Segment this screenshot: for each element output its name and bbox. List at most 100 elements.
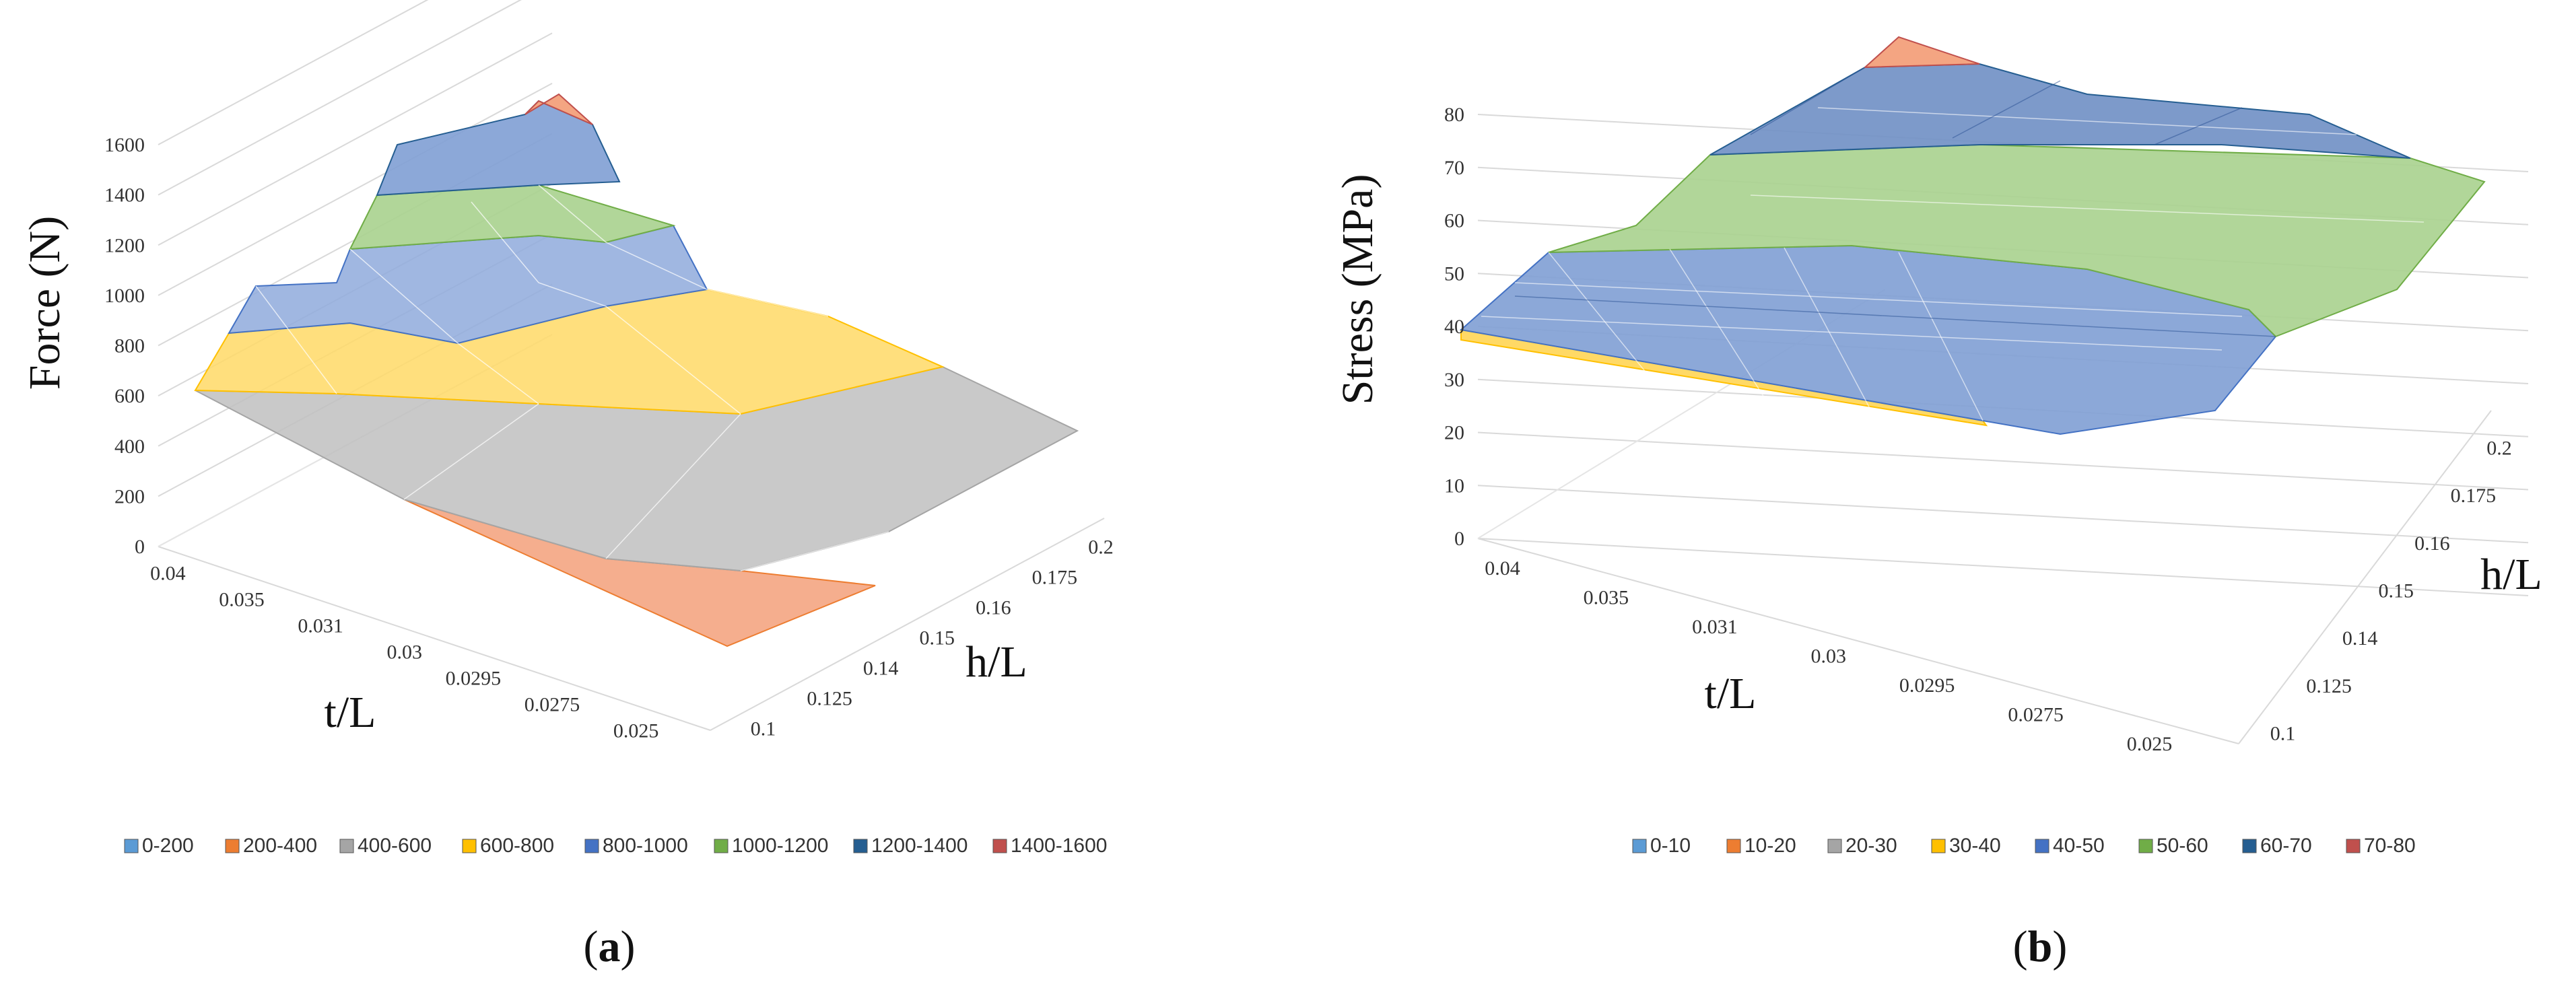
- a-legend-label: 1200-1400: [871, 835, 968, 857]
- a-z-tick-label: 400: [114, 435, 145, 458]
- b-surface-mesh: [1459, 36, 2486, 435]
- a-legend-label: 800-1000: [603, 835, 688, 857]
- b-gridline: [1477, 538, 2529, 596]
- a-legend-swatch: [714, 839, 728, 853]
- a-legend-label: 1000-1200: [732, 835, 828, 857]
- b-y-tick-label: 0.175: [2451, 485, 2497, 507]
- a-y-tick-label: 0.14: [863, 658, 899, 680]
- a-legend-label: 400-600: [358, 835, 432, 857]
- b-x-axis-ticks: 0.04 0.035 0.031 0.03 0.0295 0.0275 0.025: [1485, 557, 2172, 755]
- b-x-tick-label: 0.04: [1485, 557, 1520, 579]
- b-legend-label: 20-30: [1845, 835, 1897, 857]
- b-z-axis-title: Stress (MPa): [1333, 174, 1382, 405]
- a-gridline: [158, 82, 553, 296]
- a-x-tick-label: 0.0275: [524, 694, 580, 716]
- b-y-tick-label: 0.16: [2414, 532, 2450, 555]
- a-z-tick-label: 1200: [104, 234, 145, 256]
- b-x-tick-label: 0.03: [1811, 645, 1847, 668]
- b-panel-caption: (b): [2013, 922, 2068, 971]
- b-z-tick-label: 30: [1444, 369, 1464, 391]
- b-x-axis-title: t/L: [1705, 669, 1757, 718]
- a-gridline: [158, 0, 522, 196]
- b-surface-band-70-80: [1863, 36, 1980, 69]
- b-legend-swatch: [1632, 839, 1647, 853]
- a-legend: 0-200 200-400 400-600 600-800 800-1000 1000-1…: [124, 835, 1107, 857]
- a-surface-band-1200-1400: [376, 100, 621, 197]
- b-legend-label: 30-40: [1949, 835, 2001, 857]
- a-x-tick-label: 0.0295: [446, 668, 502, 690]
- b-z-tick-label: 10: [1444, 475, 1464, 497]
- a-z-tick-label: 800: [114, 335, 145, 357]
- a-legend-swatch: [992, 839, 1007, 853]
- a-legend-swatch: [853, 839, 868, 853]
- a-surface-mesh: [194, 93, 1079, 647]
- b-legend-label: 50-60: [2157, 835, 2208, 857]
- b-legend-swatch: [1827, 839, 1842, 853]
- a-z-tick-label: 1400: [104, 184, 145, 207]
- a-legend-label: 0-200: [142, 835, 194, 857]
- a-gridline: [158, 32, 553, 246]
- b-z-tick-label: 50: [1444, 262, 1464, 285]
- b-y-axis-ticks: 0.1 0.125 0.14 0.15 0.16 0.175 0.2: [2270, 437, 2512, 744]
- a-y-tick-label: 0.2: [1088, 536, 1114, 559]
- b-z-tick-label: 60: [1444, 210, 1464, 232]
- b-x-tick-label: 0.0295: [1899, 674, 1955, 697]
- a-x-axis-title: t/L: [325, 688, 376, 737]
- a-legend-swatch: [584, 839, 599, 853]
- a-z-tick-label: 200: [114, 485, 145, 507]
- b-x-tick-label: 0.0275: [2008, 704, 2064, 726]
- b-legend-swatch: [2138, 839, 2153, 853]
- a-x-tick-label: 0.031: [298, 615, 343, 637]
- a-gridline: [158, 0, 429, 145]
- b-y-tick-label: 0.15: [2379, 580, 2414, 602]
- a-y-tick-label: 0.15: [920, 627, 955, 649]
- b-legend-label: 10-20: [1744, 835, 1796, 857]
- b-legend-swatch: [1726, 839, 1741, 853]
- a-legend-swatch: [225, 839, 240, 853]
- a-y-axis-title: h/L: [965, 637, 1027, 687]
- a-panel-caption: (a): [584, 922, 636, 971]
- b-legend: 0-10 10-20 20-30 30-40 40-50 50-60 60-70 70-80: [1632, 835, 2416, 857]
- b-y-axis-title: h/L: [2480, 550, 2542, 599]
- b-y-tick-label: 0.125: [2306, 675, 2352, 697]
- b-x-tick-label: 0.025: [2127, 733, 2173, 755]
- a-z-tick-label: 0: [135, 536, 145, 558]
- b-z-tick-label: 20: [1444, 422, 1464, 444]
- b-z-tick-label: 80: [1444, 104, 1464, 126]
- a-x-tick-label: 0.03: [387, 641, 423, 664]
- a-y-tick-label: 0.1: [751, 718, 776, 740]
- a-legend-label: 200-400: [243, 835, 317, 857]
- a-z-tick-label: 1000: [104, 285, 145, 307]
- a-legend-swatch: [124, 839, 139, 853]
- b-legend-swatch: [2242, 839, 2257, 853]
- a-y-axis-ticks: 0.1 0.125 0.14 0.15 0.16 0.175 0.2: [751, 536, 1114, 740]
- a-legend-label: 600-800: [480, 835, 554, 857]
- b-x-tick-label: 0.035: [1584, 586, 1629, 608]
- b-z-tick-label: 40: [1444, 316, 1464, 338]
- a-z-tick-label: 600: [114, 385, 145, 407]
- b-gridline: [1477, 431, 2529, 491]
- a-y-tick-label: 0.175: [1032, 567, 1078, 589]
- a-legend-swatch: [339, 839, 354, 853]
- b-legend-label: 60-70: [2260, 835, 2312, 857]
- b-y-tick-label: 0.2: [2486, 437, 2512, 459]
- b-legend-swatch: [2035, 839, 2049, 853]
- b-z-tick-label: 0: [1454, 528, 1464, 550]
- b-legend-swatch: [1931, 839, 1946, 853]
- a-y-tick-label: 0.125: [807, 688, 852, 710]
- a-z-tick-label: 1600: [104, 134, 145, 156]
- b-legend-swatch: [2346, 839, 2361, 853]
- b-x-tick-label: 0.031: [1692, 616, 1738, 638]
- b-z-tick-label: 70: [1444, 157, 1464, 179]
- b-gridline: [1477, 485, 2529, 544]
- b-z-axis-ticks: 0 10 20 30 40 50 60 70 80: [1444, 104, 1464, 550]
- a-x-tick-label: 0.025: [613, 720, 659, 742]
- b-y-tick-label: 0.1: [2270, 723, 2296, 745]
- a-y-tick-label: 0.16: [976, 597, 1011, 619]
- a-legend-label: 1400-1600: [1011, 835, 1107, 857]
- b-legend-label: 70-80: [2364, 835, 2416, 857]
- a-x-tick-label: 0.04: [150, 563, 186, 585]
- a-z-axis-ticks: 0 200 400 600 800 1000 1200 1400 1600: [104, 134, 145, 558]
